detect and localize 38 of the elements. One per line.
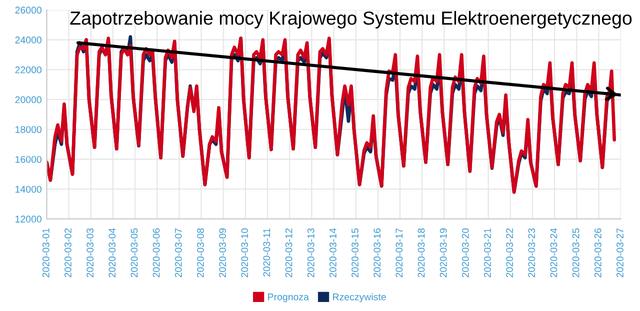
y-tick-label: 14000	[16, 186, 42, 193]
x-tick-label: 2020-03-17	[396, 228, 403, 278]
x-tick-label: 2020-03-03	[86, 228, 94, 278]
x-tick-label: 2020-03-24	[550, 228, 558, 278]
chart-title: Zapotrzebowanie mocy Krajowego Systemu Elektroenergetycznego	[70, 10, 632, 28]
y-tick-label: 24000	[15, 36, 42, 44]
x-tick-label: 2020-03-08	[197, 228, 204, 278]
x-tick-label: 2020-03-19	[440, 228, 447, 278]
x-tick-label: 2020-03-22	[506, 228, 514, 278]
y-tick-label: 12000	[16, 216, 42, 223]
x-tick-label: 2020-03-14	[329, 228, 336, 278]
x-tick-label: 2020-03-26	[594, 228, 602, 278]
x-tick-label: 2020-03-05	[130, 228, 138, 278]
legend-label: Prognoza	[268, 294, 309, 302]
x-tick-label: 2020-03-20	[462, 228, 469, 278]
x-tick-label: 2020-03-07	[174, 228, 182, 278]
x-tick-label: 2020-03-04	[108, 228, 116, 278]
x-tick-label: 2020-03-23	[528, 228, 536, 278]
x-tick-label: 2020-03-09	[219, 228, 226, 278]
x-tick-label: 2020-03-06	[152, 228, 160, 278]
x-tick-label: 2020-03-01	[42, 228, 50, 278]
x-tick-label: 2020-03-16	[374, 228, 381, 278]
x-tick-label: 2020-03-18	[418, 228, 425, 278]
legend-label: Rzeczywiste	[333, 293, 386, 302]
x-tick-label: 2020-03-21	[484, 228, 491, 278]
x-tick-label: 2020-03-10	[241, 228, 248, 278]
x-tick-label: 2020-03-12	[285, 228, 292, 278]
x-tick-label: 2020-03-27	[616, 228, 624, 278]
y-tick-label: 22000	[15, 66, 42, 74]
y-tick-label: 26000	[15, 6, 42, 14]
x-tick-label: 2020-03-25	[572, 228, 580, 278]
x-tick-label: 2020-03-13	[307, 228, 314, 278]
y-tick-label: 20000	[15, 96, 42, 104]
y-tick-label: 16000	[16, 156, 42, 163]
y-tick-label: 18000	[16, 126, 42, 133]
x-tick-label: 2020-03-11	[263, 228, 270, 276]
x-tick-label: 2020-03-02	[64, 228, 72, 278]
x-tick-label: 2020-03-15	[352, 228, 358, 278]
